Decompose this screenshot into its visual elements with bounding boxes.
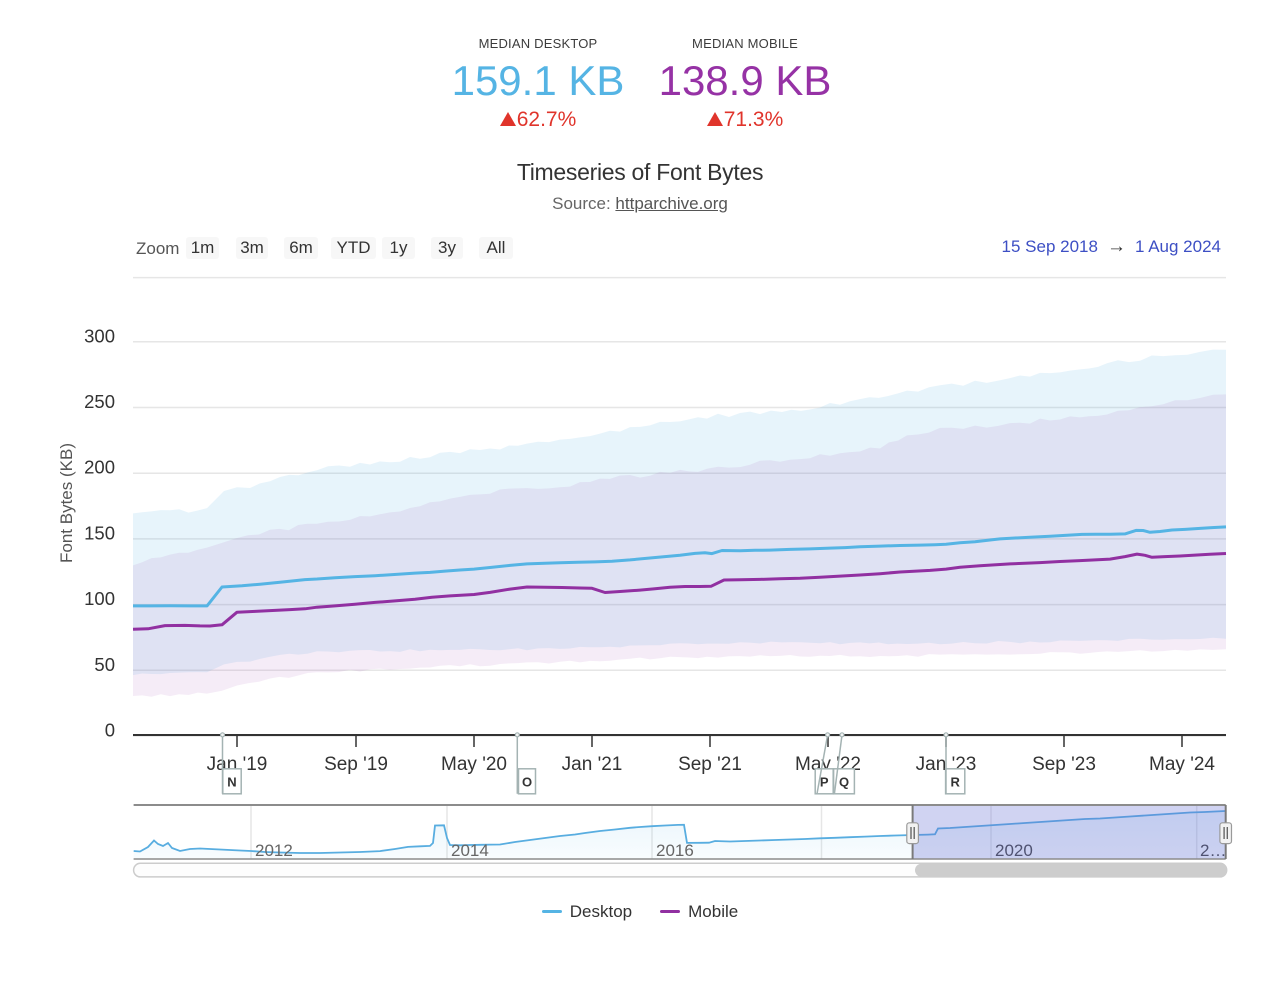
svg-text:300: 300	[84, 325, 115, 346]
svg-text:Sep '23: Sep '23	[1032, 754, 1096, 775]
svg-text:2016: 2016	[656, 841, 694, 860]
svg-text:May '24: May '24	[1149, 754, 1215, 775]
svg-text:2020: 2020	[995, 841, 1033, 860]
svg-text:Q: Q	[839, 774, 849, 789]
svg-text:P: P	[820, 774, 829, 789]
svg-text:O: O	[522, 774, 532, 789]
svg-text:150: 150	[84, 522, 115, 543]
svg-text:Jan '21: Jan '21	[562, 754, 623, 775]
svg-text:R: R	[951, 774, 961, 789]
svg-text:Sep '19: Sep '19	[324, 754, 388, 775]
svg-text:Font Bytes (KB): Font Bytes (KB)	[57, 443, 76, 563]
svg-text:2014: 2014	[451, 841, 489, 860]
svg-text:N: N	[227, 774, 236, 789]
svg-text:May '20: May '20	[441, 754, 507, 775]
svg-text:200: 200	[84, 457, 115, 478]
svg-text:100: 100	[84, 588, 115, 609]
svg-text:2012: 2012	[255, 841, 293, 860]
svg-text:Sep '21: Sep '21	[678, 754, 742, 775]
svg-text:0: 0	[105, 720, 115, 741]
svg-text:50: 50	[94, 654, 115, 675]
svg-text:250: 250	[84, 391, 115, 412]
svg-text:2…: 2…	[1200, 841, 1226, 860]
